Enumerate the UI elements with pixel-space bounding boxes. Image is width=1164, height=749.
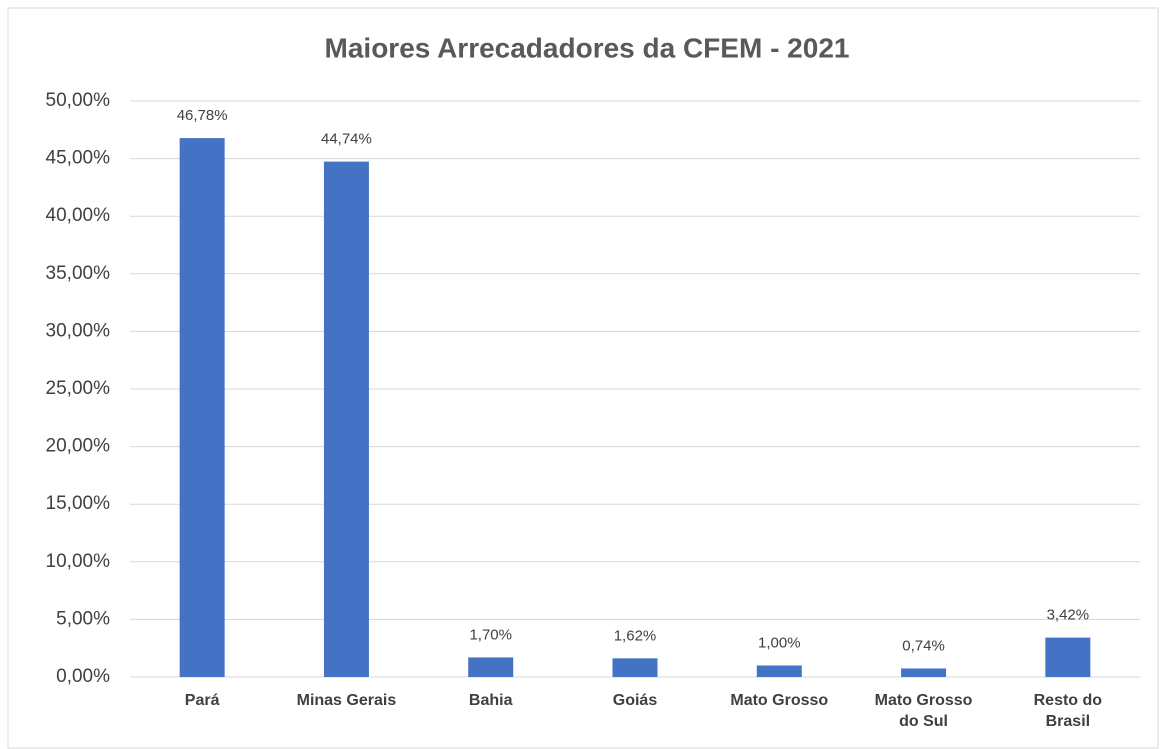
bar [323, 161, 369, 677]
data-label: 1,70% [469, 626, 512, 643]
data-label: 1,62% [614, 627, 657, 644]
bar [468, 657, 514, 677]
y-tick-label: 25,00% [46, 378, 111, 399]
y-tick-label: 15,00% [46, 493, 111, 514]
data-label: 1,00% [758, 634, 801, 651]
y-tick-label: 10,00% [46, 551, 111, 572]
y-tick-label: 50,00% [46, 90, 111, 111]
data-label: 3,42% [1047, 607, 1090, 624]
x-tick-label: Goiás [612, 692, 658, 709]
x-tick-label: Resto do Brasil [1033, 692, 1103, 730]
x-tick-label: Pará [184, 692, 220, 709]
data-label: 44,74% [321, 131, 372, 148]
y-tick-label: 40,00% [46, 205, 111, 226]
bar [179, 138, 225, 677]
data-label: 0,74% [902, 637, 945, 654]
x-tick-label: Bahia [468, 692, 513, 709]
y-tick-label: 30,00% [46, 320, 111, 341]
y-tick-label: 20,00% [46, 436, 111, 457]
x-tick-label: Mato Grosso do Sul [874, 692, 973, 730]
chart-title: Maiores Arrecadadores da CFEM - 2021 [325, 32, 850, 63]
x-tick-label: Mato Grosso [730, 692, 829, 709]
x-tick-label: Minas Gerais [296, 692, 397, 709]
bar [901, 668, 947, 677]
bar [612, 658, 658, 677]
bar [1045, 637, 1091, 677]
y-tick-label: 45,00% [46, 148, 111, 169]
y-tick-label: 5,00% [56, 608, 110, 629]
bar [756, 665, 802, 677]
y-tick-label: 35,00% [46, 263, 111, 284]
data-label: 46,78% [177, 107, 228, 124]
y-tick-label: 0,00% [56, 666, 110, 687]
